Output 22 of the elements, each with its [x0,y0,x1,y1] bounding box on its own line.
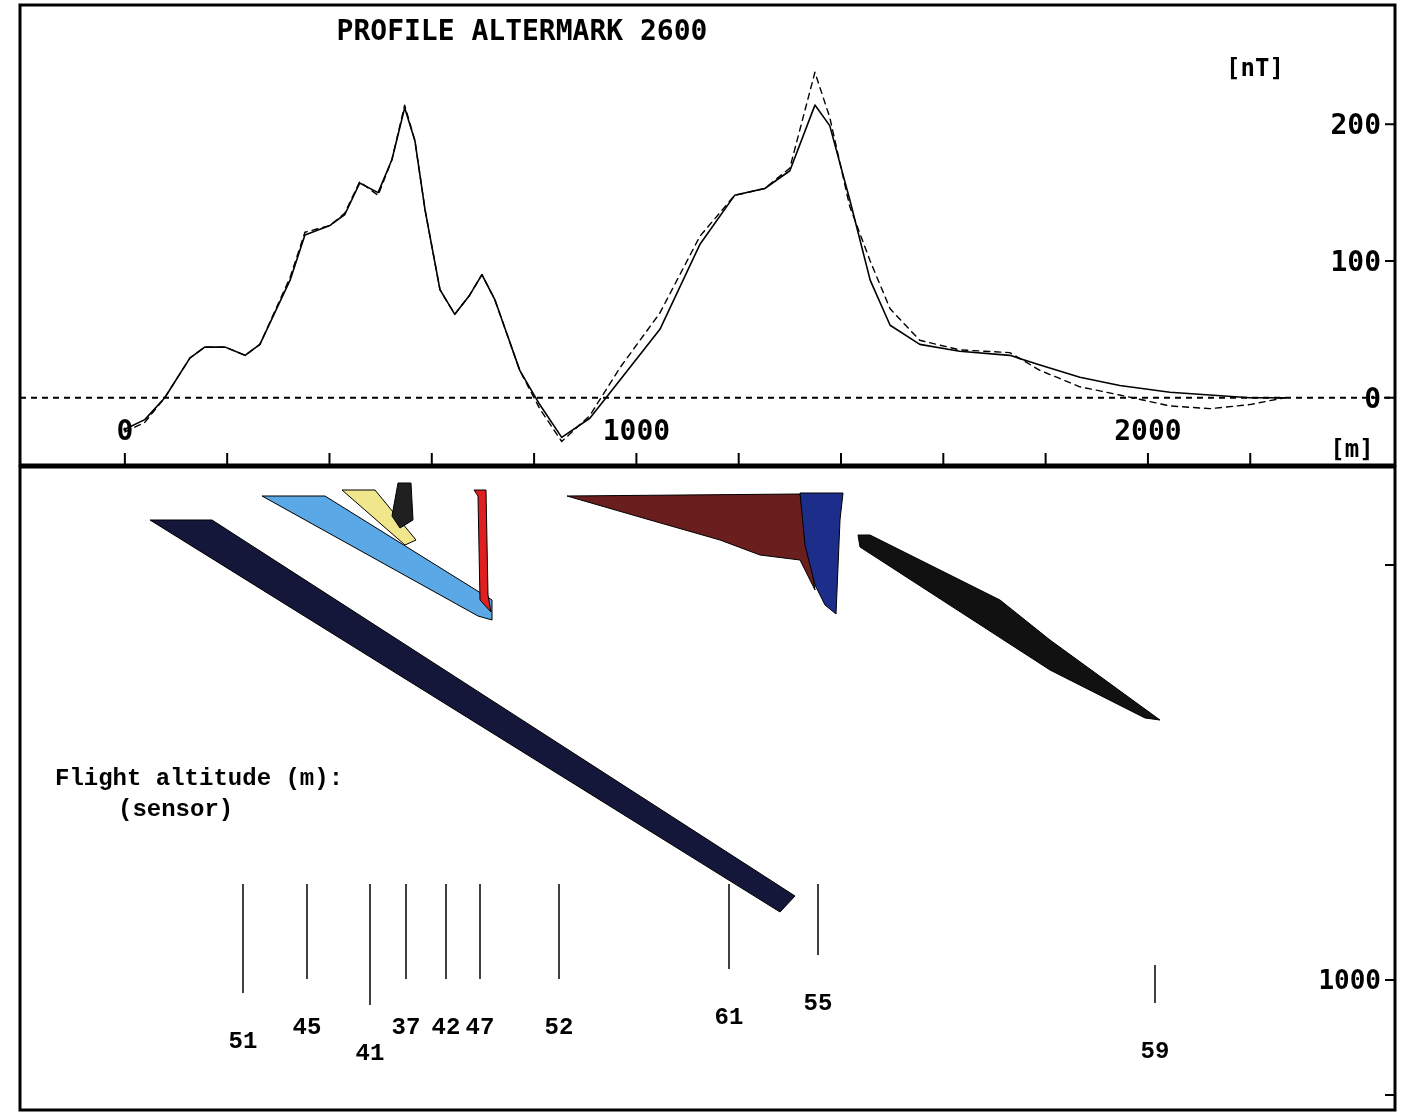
y-tick-label: 200 [1330,108,1381,142]
text: 37 [391,1014,421,1041]
chart-title: PROFILE ALTERMARK 2600 [336,14,708,47]
text: 47 [465,1014,495,1041]
y-tick-label: 0 [1364,381,1381,415]
x-tick-label: 1000 [602,414,671,447]
text: (sensor) [118,796,234,823]
text: 51 [228,1028,258,1055]
text: 45 [292,1014,322,1041]
text: 52 [544,1014,574,1041]
x-tick-label: 0 [116,414,134,447]
y-axis-title: [nT] [1226,54,1284,82]
text: 1000 [1318,965,1381,996]
text: 61 [714,1004,744,1031]
text: 42 [431,1014,461,1041]
y-tick-label: 100 [1330,244,1381,278]
text: 41 [355,1040,385,1067]
text: Flight altitude (m): [55,765,344,792]
text: 59 [1140,1038,1170,1065]
x-tick-label: 2000 [1114,414,1182,447]
text: 55 [803,990,833,1017]
x-axis-title: [m] [1330,435,1374,463]
